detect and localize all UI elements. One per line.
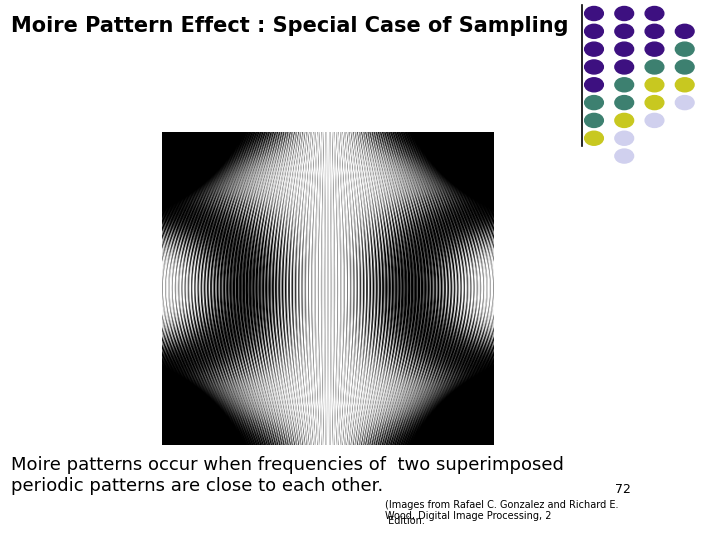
- Text: Moire patterns occur when frequencies of  two superimposed
periodic patterns are: Moire patterns occur when frequencies of…: [11, 456, 564, 495]
- Circle shape: [615, 6, 634, 21]
- Text: 72: 72: [615, 483, 631, 496]
- Circle shape: [585, 60, 603, 74]
- Circle shape: [645, 6, 664, 21]
- Circle shape: [645, 24, 664, 38]
- Circle shape: [675, 42, 694, 56]
- Circle shape: [645, 78, 664, 92]
- Circle shape: [615, 149, 634, 163]
- Text: (Images from Rafael C. Gonzalez and Richard E.
Wood, Digital Image Processing, 2: (Images from Rafael C. Gonzalez and Rich…: [385, 500, 618, 521]
- Circle shape: [585, 6, 603, 21]
- Circle shape: [645, 96, 664, 110]
- Circle shape: [585, 78, 603, 92]
- Circle shape: [615, 78, 634, 92]
- Circle shape: [615, 113, 634, 127]
- Circle shape: [645, 42, 664, 56]
- Text: Edition.: Edition.: [385, 516, 425, 526]
- Circle shape: [645, 113, 664, 127]
- Circle shape: [675, 96, 694, 110]
- Circle shape: [615, 131, 634, 145]
- Circle shape: [585, 113, 603, 127]
- Circle shape: [585, 131, 603, 145]
- Text: Moire Pattern Effect : Special Case of Sampling: Moire Pattern Effect : Special Case of S…: [11, 16, 568, 36]
- Circle shape: [615, 24, 634, 38]
- Circle shape: [585, 42, 603, 56]
- Circle shape: [645, 60, 664, 74]
- Circle shape: [675, 60, 694, 74]
- Circle shape: [675, 78, 694, 92]
- Circle shape: [675, 24, 694, 38]
- Circle shape: [615, 60, 634, 74]
- Circle shape: [585, 96, 603, 110]
- Circle shape: [585, 24, 603, 38]
- Circle shape: [615, 42, 634, 56]
- Circle shape: [615, 96, 634, 110]
